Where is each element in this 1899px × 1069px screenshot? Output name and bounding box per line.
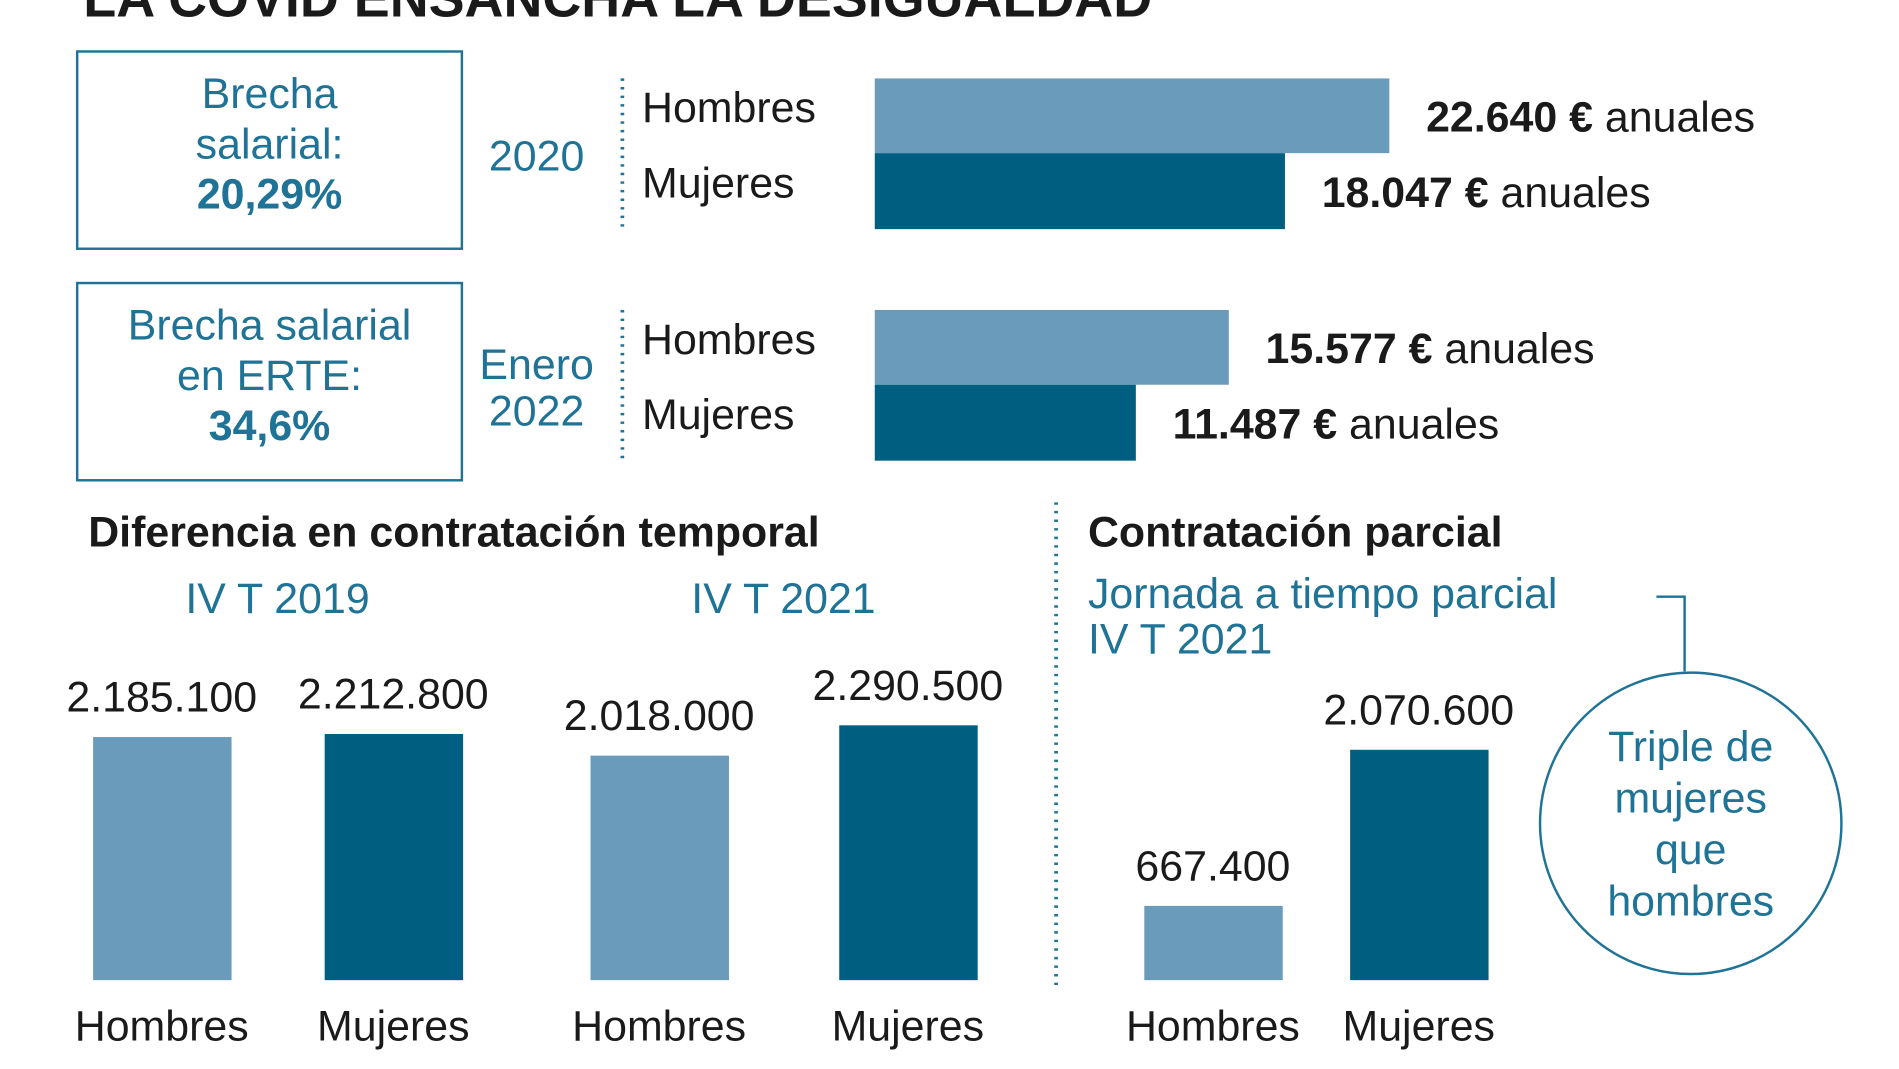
bar <box>839 725 978 981</box>
period-label: Enero <box>479 341 593 389</box>
annotation-circle <box>1538 671 1843 976</box>
value-number: 15.577 € <box>1266 326 1433 374</box>
annotation-text: Brecha salarial <box>128 302 412 350</box>
group-label: IV T 2021 <box>691 575 875 623</box>
bar <box>874 78 1390 154</box>
bar <box>324 733 464 981</box>
connector <box>1656 595 1686 672</box>
value-label: 2.070.600 <box>1323 686 1514 734</box>
annotation-text: Brecha <box>202 70 338 118</box>
annotation-text: mujeres <box>1614 775 1767 823</box>
value-label: 2.290.500 <box>812 662 1003 710</box>
annotation-value: 34,6% <box>209 402 331 450</box>
category-label: Hombres <box>642 316 816 364</box>
period-label: 2022 <box>489 387 584 435</box>
chart-subtitle: Jornada a tiempo parcial <box>1088 570 1558 618</box>
chart-title: Contratación parcial <box>1088 509 1503 557</box>
category-label: Mujeres <box>1342 1002 1495 1050</box>
chart-title: Diferencia en contratación temporal <box>88 509 819 557</box>
bar <box>1350 749 1489 981</box>
bar <box>874 153 1285 230</box>
bar <box>1144 905 1283 981</box>
annotation-box <box>75 281 464 482</box>
value-label: 18.047 € anuales <box>1322 169 1651 217</box>
value-label: 667.400 <box>1135 842 1290 890</box>
bar <box>874 309 1229 385</box>
annotation-text: salarial: <box>196 120 344 168</box>
category-label: Hombres <box>75 1002 249 1050</box>
value-number: 22.640 € <box>1426 94 1593 142</box>
value-unit: anuales <box>1349 401 1499 449</box>
category-label: Hombres <box>1126 1002 1300 1050</box>
annotation-box <box>75 50 464 250</box>
group-label: IV T 2019 <box>185 575 369 623</box>
annotation-text: Triple de <box>1608 723 1773 771</box>
value-label: 2.018.000 <box>564 692 755 740</box>
value-label: 22.640 € anuales <box>1426 94 1755 142</box>
category-label: Mujeres <box>317 1002 469 1050</box>
annotation-text: hombres <box>1607 878 1774 926</box>
value-label: 15.577 € anuales <box>1266 326 1595 374</box>
category-label: Hombres <box>642 84 816 132</box>
value-label: 2.185.100 <box>66 674 257 722</box>
value-unit: anuales <box>1444 326 1594 374</box>
page-title: LA COVID ENSANCHA LA DESIGUALDAD <box>83 0 1152 29</box>
period-label: 2020 <box>489 133 584 181</box>
category-label: Mujeres <box>642 160 795 208</box>
bar <box>590 755 729 981</box>
chart-subtitle: IV T 2021 <box>1088 615 1272 663</box>
annotation-value: 20,29% <box>197 171 342 219</box>
category-label: Mujeres <box>642 391 795 439</box>
value-label: 11.487 € anuales <box>1173 401 1500 449</box>
value-number: 18.047 € <box>1322 169 1489 217</box>
value-label: 2.212.800 <box>298 671 489 719</box>
bar <box>93 737 232 981</box>
annotation-text: en ERTE: <box>177 352 362 400</box>
annotation-text: que <box>1655 826 1727 874</box>
category-label: Hombres <box>572 1002 746 1050</box>
value-number: 11.487 € <box>1173 401 1338 449</box>
bar <box>874 384 1136 461</box>
category-label: Mujeres <box>832 1002 985 1050</box>
value-unit: anuales <box>1605 94 1755 142</box>
value-unit: anuales <box>1501 169 1651 217</box>
